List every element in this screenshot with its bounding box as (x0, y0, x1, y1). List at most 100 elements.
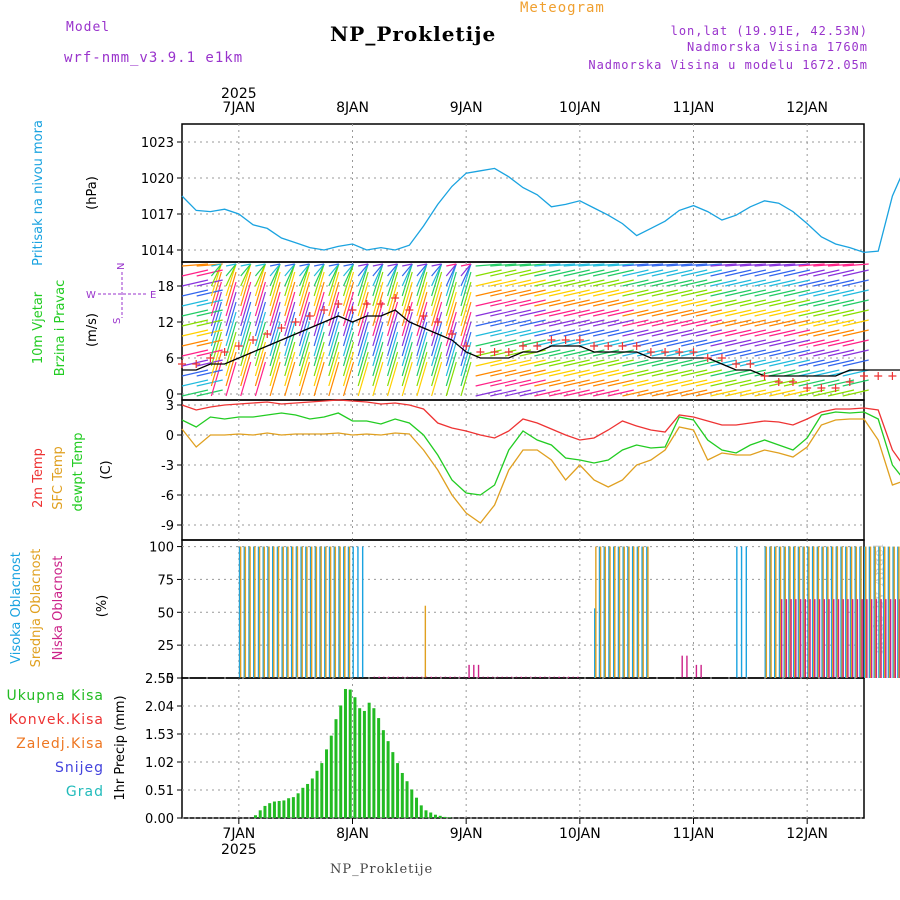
wind-barb (298, 361, 311, 397)
precip-legend-item: Snijeg (55, 760, 104, 776)
wind-barb (357, 263, 369, 277)
wind-barb (475, 289, 502, 297)
wind-barb (313, 263, 325, 287)
wind-barb (783, 309, 811, 317)
cloud-unit: (%) (95, 595, 110, 618)
wind-barb (637, 309, 664, 317)
wind-gust-marker (376, 300, 385, 308)
cloud-bar (798, 546, 801, 678)
wind-barb (695, 349, 723, 357)
wind-barb (284, 263, 295, 267)
cloud-bar (239, 546, 242, 678)
wind-barb (240, 271, 252, 307)
wind-gust-marker (320, 306, 329, 314)
y-tick-label: 0.00 (145, 812, 174, 827)
top-date-label: 7JAN (222, 100, 255, 116)
wind-barb (534, 319, 561, 327)
wind-barb (519, 349, 546, 357)
wind-barb (313, 341, 325, 377)
cloud-bar (775, 546, 777, 678)
cloud-bar (595, 546, 597, 678)
wind-barb (842, 339, 869, 347)
wind-barb (666, 339, 693, 347)
wind-barb (534, 309, 561, 317)
y-tick-label: 0.51 (145, 784, 174, 799)
wind-barb (827, 359, 855, 367)
wind-barb (578, 279, 605, 287)
wind-barb (637, 299, 664, 307)
wind-barb (754, 299, 781, 307)
wind-barb (416, 331, 428, 367)
wind-barb (387, 263, 399, 277)
cloud-bar (833, 599, 835, 678)
wind-barb (445, 331, 457, 367)
cloud-bar (473, 664, 475, 678)
cloud-bar (383, 676, 385, 678)
wind-barb (651, 379, 678, 387)
wind-barb (637, 349, 664, 357)
wind-barb (710, 319, 737, 327)
wind-gust-marker (476, 348, 485, 356)
wind-barb (739, 263, 766, 267)
wind-barb (475, 339, 502, 347)
wind-barb (504, 359, 532, 367)
wind-barb (592, 279, 620, 287)
cloud-bar (320, 546, 322, 678)
wind-barb (431, 301, 443, 337)
wind-barb (225, 351, 237, 387)
wind-barb (783, 319, 811, 327)
cloud-bar (686, 655, 688, 678)
wind-barb (181, 309, 209, 317)
precip-bar (448, 817, 452, 818)
wind-barb (798, 309, 825, 317)
wind-barb (739, 289, 767, 297)
wind-barb (725, 389, 752, 397)
wind-barb (842, 309, 869, 317)
wind-barb (386, 341, 399, 377)
wind-barb (681, 309, 708, 317)
cloud-bar (599, 546, 602, 678)
wind-barb (490, 389, 517, 397)
wind-barb (622, 369, 649, 377)
precip-bar (377, 718, 381, 818)
wind-barb (240, 263, 252, 297)
wind-barb (328, 321, 340, 357)
wind-barb (695, 263, 722, 267)
wind-barb (534, 263, 561, 267)
cloud-bar (439, 676, 442, 678)
wind-barb (813, 269, 840, 277)
cloud-bar (814, 599, 816, 678)
cloud-bar (889, 599, 892, 678)
cloud-bar (869, 546, 872, 678)
wind-barb (813, 263, 840, 267)
wind-barb (519, 279, 546, 287)
wind-barb (607, 299, 634, 307)
wind-barb (725, 279, 752, 287)
cloud-bar (397, 676, 399, 678)
cloud-bar (305, 546, 307, 678)
wind-barb (313, 263, 325, 297)
wind-gust-marker (192, 360, 201, 368)
wind-barb (754, 329, 781, 337)
wind-barb (401, 271, 413, 307)
wind-barb (651, 299, 678, 307)
wind-barb (666, 359, 693, 367)
wind-barb (490, 289, 517, 297)
cloud-bar (770, 546, 772, 678)
precip-bar (438, 815, 442, 818)
precip-bar (424, 810, 428, 818)
wind-barb (798, 269, 825, 277)
cloud-bar (421, 676, 423, 678)
wind-gust-marker (334, 300, 343, 308)
cloud-bar (882, 546, 885, 678)
wind-barb (357, 351, 369, 387)
wind-barb (754, 319, 781, 327)
wind-barb (386, 351, 399, 387)
cloud-bar (558, 676, 560, 678)
wind-barb (578, 329, 605, 337)
wind-barb (637, 279, 664, 287)
wind-barb (592, 309, 620, 317)
y-tick-label: 1014 (141, 244, 174, 259)
cloud-bar (821, 546, 823, 678)
cloud-bar (816, 546, 819, 678)
